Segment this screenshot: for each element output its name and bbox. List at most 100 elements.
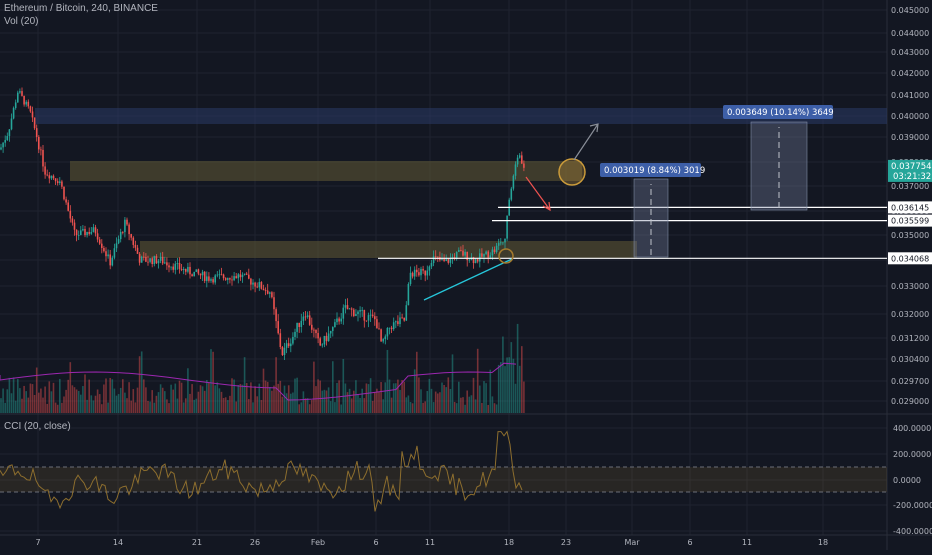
candle-body: [166, 262, 168, 266]
volume-bar: [256, 396, 258, 413]
volume-bar: [514, 383, 517, 413]
volume-bar: [17, 379, 19, 413]
cci-tick-label: 0.0000: [893, 476, 921, 485]
volume-bar: [109, 377, 111, 413]
cci-legend[interactable]: CCI (20, close): [4, 421, 71, 432]
volume-bar: [12, 377, 15, 413]
candle-body: [185, 269, 187, 272]
volume-bar: [105, 378, 107, 413]
candle-body: [466, 251, 468, 261]
candle-body: [323, 335, 326, 345]
candle-body: [178, 262, 181, 270]
symbol-legend[interactable]: Ethereum / Bitcoin, 240, BINANCE: [4, 3, 158, 14]
candle-body: [430, 263, 433, 267]
candle-body: [296, 322, 298, 332]
candle-body: [449, 257, 452, 263]
volume-bar: [365, 383, 368, 413]
candle-body: [71, 218, 74, 223]
price-tick-label: 0.039000: [891, 133, 929, 142]
volume-bar: [323, 389, 326, 413]
candle-body: [388, 327, 391, 329]
candle-body: [216, 274, 219, 276]
candle-body: [65, 199, 67, 203]
volume-bar: [374, 391, 376, 413]
candle-body: [54, 178, 57, 182]
price-tick-label: 0.045000: [891, 6, 929, 15]
measure-label: 0.003649 (10.14%) 3649: [727, 108, 834, 118]
volume-bar: [63, 396, 65, 413]
candle-body: [363, 309, 366, 321]
candle-body: [124, 219, 126, 233]
price-tick-label: 0.030400: [891, 355, 929, 364]
volume-bar: [506, 357, 508, 413]
candle-body: [428, 266, 431, 271]
volume-bar: [491, 396, 494, 413]
candle-body: [292, 336, 294, 344]
volume-bar: [277, 383, 279, 413]
volume-legend[interactable]: Vol (20): [4, 16, 39, 27]
volume-bar: [443, 384, 445, 413]
candle-body: [130, 234, 132, 238]
volume-bar: [220, 391, 223, 413]
price-tick-label: 0.029700: [891, 377, 929, 386]
volume-bar: [269, 387, 271, 413]
volume-bar: [382, 399, 384, 413]
volume-bar: [233, 379, 235, 413]
volume-bar: [476, 348, 479, 413]
candle-body: [500, 242, 502, 244]
candle-body: [510, 188, 513, 200]
candle-body: [42, 149, 44, 167]
candle-body: [416, 269, 418, 273]
candle-body: [285, 343, 288, 348]
candle-body: [474, 259, 477, 264]
candle-body: [96, 233, 99, 240]
volume-bar: [254, 386, 256, 413]
candle-body: [21, 91, 23, 96]
candle-body: [157, 260, 160, 264]
volume-bar: [260, 399, 263, 413]
cci-tick-label: 400.0000: [893, 424, 931, 433]
price-tick-label: 0.035000: [891, 231, 929, 240]
volume-bar: [94, 395, 97, 413]
price-tick-label: 0.040000: [891, 112, 929, 121]
volume-bar: [241, 384, 244, 413]
volume-bar: [460, 397, 462, 413]
volume-bar: [29, 383, 32, 413]
level-tag: 0.035599: [891, 217, 929, 226]
candle-body: [212, 279, 214, 283]
volume-bar: [512, 358, 515, 413]
volume-bar: [159, 384, 162, 413]
candle-body: [80, 230, 82, 236]
volume-bar: [397, 379, 399, 413]
level-tag: 0.034068: [891, 254, 929, 263]
candle-body: [340, 318, 342, 322]
candle-body: [25, 101, 27, 105]
volume-bar: [271, 390, 273, 413]
volume-bar: [273, 385, 275, 413]
volume-bar: [235, 401, 237, 413]
candle-body: [222, 274, 225, 279]
cci-pane: [0, 430, 887, 512]
candle-body: [107, 254, 109, 257]
candle-body: [4, 140, 6, 143]
volume-bar: [348, 388, 351, 413]
level-tag-bg: [888, 252, 932, 265]
candle-body: [437, 256, 439, 258]
volume-bar: [243, 357, 246, 413]
volume-bar: [67, 379, 69, 413]
volume-bar: [510, 342, 513, 413]
volume-bar: [495, 404, 498, 413]
volume-bar: [292, 392, 294, 413]
candle-body: [170, 266, 172, 268]
volume-bar: [187, 368, 189, 413]
volume-bar: [239, 383, 242, 413]
candle-body: [409, 272, 412, 285]
candle-body: [487, 251, 489, 258]
volume-bar: [361, 388, 363, 413]
volume-bar: [411, 403, 414, 413]
candle-body: [262, 288, 265, 291]
measure-label-bg: [600, 163, 701, 177]
volume-bar: [124, 392, 126, 413]
